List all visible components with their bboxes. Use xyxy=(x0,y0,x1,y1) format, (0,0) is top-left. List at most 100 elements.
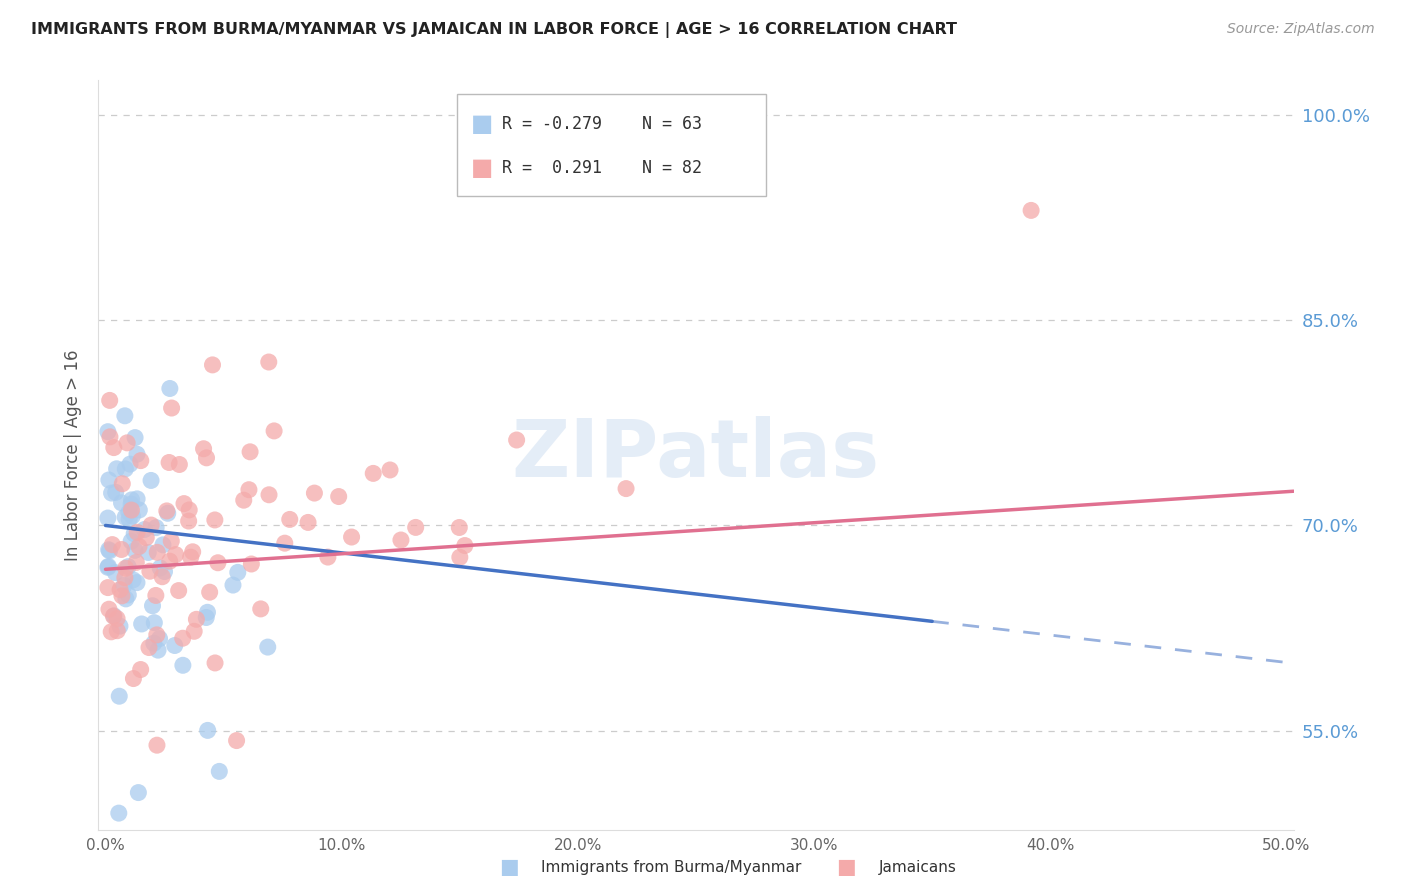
Point xyxy=(103,441,125,455)
Point xyxy=(195,610,218,624)
Point xyxy=(201,358,224,372)
Point xyxy=(405,520,427,534)
Point xyxy=(115,591,138,606)
Point xyxy=(225,733,247,747)
Point xyxy=(378,463,401,477)
Point xyxy=(304,486,326,500)
Point xyxy=(121,492,143,507)
Point xyxy=(146,738,169,752)
Text: R =  0.291    N = 82: R = 0.291 N = 82 xyxy=(502,159,702,177)
Point xyxy=(108,619,131,633)
Point xyxy=(145,521,167,535)
Point xyxy=(103,608,125,623)
Point xyxy=(120,503,142,517)
Point xyxy=(163,639,186,653)
Point xyxy=(1019,203,1042,218)
Text: ■: ■ xyxy=(471,155,494,179)
Point xyxy=(165,548,187,562)
Point xyxy=(361,467,384,481)
Point xyxy=(122,526,145,541)
Point xyxy=(156,506,179,520)
Point xyxy=(105,612,128,626)
Point xyxy=(239,445,262,459)
Point xyxy=(146,643,169,657)
Point xyxy=(128,503,150,517)
Point xyxy=(118,457,141,471)
Point xyxy=(226,566,249,580)
Point xyxy=(257,355,280,369)
Point xyxy=(614,482,637,496)
Point xyxy=(197,605,219,619)
Point xyxy=(389,533,412,547)
Point xyxy=(449,520,471,534)
Point xyxy=(105,462,128,476)
Point xyxy=(114,571,136,585)
Point xyxy=(127,491,149,506)
Point xyxy=(97,542,120,557)
Point xyxy=(112,578,135,592)
Point xyxy=(195,450,218,465)
Point xyxy=(146,545,169,559)
Point xyxy=(297,516,319,530)
Point xyxy=(98,543,121,558)
Point xyxy=(120,534,142,549)
Point xyxy=(181,545,204,559)
Point xyxy=(121,509,143,524)
Point xyxy=(156,504,179,518)
Point xyxy=(115,435,138,450)
Point xyxy=(222,578,245,592)
Point xyxy=(207,556,229,570)
Point xyxy=(105,624,128,638)
Point xyxy=(97,511,120,525)
Point xyxy=(114,561,136,575)
Point xyxy=(142,636,165,650)
Point xyxy=(135,531,157,545)
Point xyxy=(108,582,131,597)
Point xyxy=(103,609,125,624)
Point xyxy=(143,615,166,630)
Point xyxy=(129,663,152,677)
Text: Immigrants from Burma/Myanmar: Immigrants from Burma/Myanmar xyxy=(541,860,801,874)
Point xyxy=(159,554,181,568)
Point xyxy=(274,536,297,550)
Point xyxy=(101,538,124,552)
Text: R = -0.279    N = 63: R = -0.279 N = 63 xyxy=(502,115,702,134)
Point xyxy=(177,514,200,528)
Point xyxy=(114,409,136,423)
Point xyxy=(125,575,148,590)
Point xyxy=(328,490,350,504)
Point xyxy=(120,497,142,511)
Point xyxy=(150,570,173,584)
Point xyxy=(128,540,150,554)
Point xyxy=(97,559,120,574)
Point xyxy=(139,564,162,578)
Point xyxy=(263,424,285,438)
Point xyxy=(125,555,148,569)
Point xyxy=(449,550,471,565)
Point xyxy=(257,488,280,502)
Point xyxy=(127,786,149,800)
Point xyxy=(98,430,121,444)
Point xyxy=(129,453,152,467)
Point xyxy=(104,485,127,500)
Point xyxy=(183,624,205,639)
Point xyxy=(107,806,129,821)
Point xyxy=(114,510,136,524)
Point xyxy=(454,539,477,553)
Point xyxy=(127,525,149,540)
Point xyxy=(110,542,132,557)
Point xyxy=(124,543,146,558)
Point xyxy=(136,545,159,559)
Point xyxy=(97,473,120,487)
Text: Source: ZipAtlas.com: Source: ZipAtlas.com xyxy=(1227,22,1375,37)
Point xyxy=(148,632,170,646)
Text: ■: ■ xyxy=(471,112,494,136)
Point xyxy=(160,401,183,415)
Point xyxy=(208,764,231,779)
Point xyxy=(256,640,278,654)
Point xyxy=(172,658,194,673)
Text: ZIPatlas: ZIPatlas xyxy=(512,416,880,494)
Y-axis label: In Labor Force | Age > 16: In Labor Force | Age > 16 xyxy=(65,349,83,561)
Point xyxy=(122,672,145,686)
Point xyxy=(204,513,226,527)
